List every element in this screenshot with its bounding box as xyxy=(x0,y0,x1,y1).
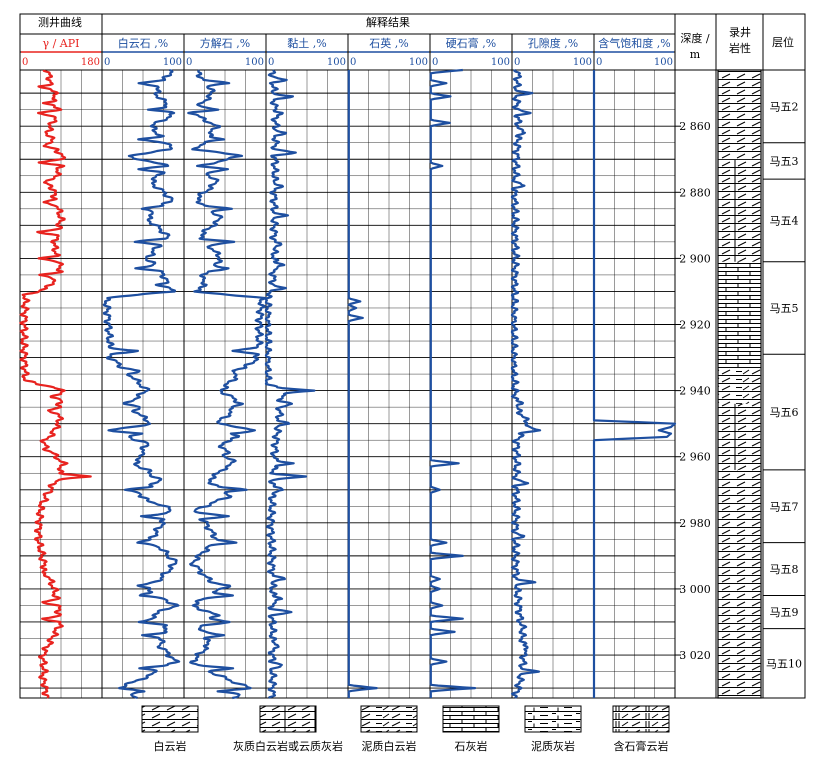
depth-tick-label: 2 880 xyxy=(679,186,711,199)
curve-clay xyxy=(264,69,316,699)
layer-label: 马五7 xyxy=(770,500,799,513)
curve-calcite xyxy=(187,69,267,700)
track-max-label: 100 xyxy=(327,57,346,68)
lithology-interval xyxy=(718,367,761,404)
track-max-label: 180 xyxy=(81,57,100,68)
track-min-label: 0 xyxy=(268,57,274,68)
depth-tick-label: 3 000 xyxy=(679,583,711,596)
lithology-interval xyxy=(718,469,761,698)
depth-tick-label: 2 940 xyxy=(679,385,711,398)
curve-gr xyxy=(19,69,92,699)
track-max-label: 100 xyxy=(573,57,592,68)
depth-tick-label: 2 900 xyxy=(679,252,711,265)
layer-column: 马五2 马五3 马五4 马五5 马五6 马五7 马五8 马五9 马五10 xyxy=(763,100,805,670)
lithology-interval xyxy=(718,159,761,262)
lithology-interval xyxy=(718,70,761,160)
layer-label: 马五10 xyxy=(766,657,802,670)
track-max-label: 100 xyxy=(409,57,428,68)
legend-swatch xyxy=(524,705,582,733)
lithology-interval xyxy=(718,261,761,368)
outer-border xyxy=(19,13,806,699)
track-max-label: 100 xyxy=(654,57,673,68)
track-min-label: 0 xyxy=(350,57,356,68)
lithology-legend: 白云岩 灰质白云岩或云质灰岩 泥质白云岩 石灰岩 泥质灰岩 含石膏云岩 xyxy=(141,705,670,753)
depth-tick-label: 2 980 xyxy=(679,517,711,530)
lithology-title-line1: 录井 xyxy=(729,25,751,39)
legend-swatch xyxy=(259,705,317,733)
track-min-label: 0 xyxy=(104,57,110,68)
track-label: γ / API xyxy=(43,37,80,50)
layer-label: 马五8 xyxy=(770,563,799,576)
legend-label: 石灰岩 xyxy=(455,739,488,753)
track-max-label: 100 xyxy=(245,57,264,68)
legend-label: 灰质白云岩或云质灰岩 xyxy=(233,739,343,753)
track-label: 方解石 ,% xyxy=(200,36,250,50)
depth-tick-label: 2 960 xyxy=(679,451,711,464)
lithology-title-line2: 岩性 xyxy=(729,41,751,55)
track-label: 硬石膏 ,% xyxy=(446,36,496,50)
legend-swatch xyxy=(442,705,500,733)
legend-label: 泥质白云岩 xyxy=(362,739,417,753)
layer-label: 马五9 xyxy=(770,606,799,619)
layer-label: 马五4 xyxy=(770,214,799,227)
legend-swatch xyxy=(360,705,418,733)
curve-anhydrite xyxy=(429,68,477,699)
legend-label: 白云岩 xyxy=(154,739,187,753)
track-max-label: 100 xyxy=(491,57,510,68)
lithology-interval xyxy=(718,403,761,470)
legend-swatch xyxy=(141,705,199,733)
legend-swatch xyxy=(612,705,670,733)
track-min-label: 0 xyxy=(432,57,438,68)
legend-label: 泥质灰岩 xyxy=(531,739,575,753)
layer-label: 马五5 xyxy=(770,302,799,315)
track-label: 含气饱和度 ,% xyxy=(598,36,670,50)
depth-tick-label: 3 020 xyxy=(679,649,711,662)
lithology-column xyxy=(717,69,762,699)
track-min-label: 0 xyxy=(186,57,192,68)
depth-axis: 2 860 2 880 2 900 2 920 2 940 2 960 2 980 3 000… xyxy=(675,120,711,662)
track-label: 孔隙度 ,% xyxy=(528,36,578,50)
track-max-label: 100 xyxy=(163,57,182,68)
depth-tick-label: 2 920 xyxy=(679,319,711,332)
curve-gas_saturation xyxy=(592,69,677,699)
depth-tick-label: 2 860 xyxy=(679,120,711,133)
layer-title: 层位 xyxy=(772,35,794,49)
curve-quartz xyxy=(347,69,378,699)
curve-dolomite xyxy=(102,68,181,700)
depth-title-line1: 深度 / xyxy=(680,31,709,45)
curve-porosity xyxy=(510,69,542,699)
layer-label: 马五6 xyxy=(770,406,799,419)
lithology-border xyxy=(717,69,762,699)
depth-title-line2: m xyxy=(690,48,701,61)
log-curves xyxy=(19,68,677,700)
log-curve-title: 测井曲线 xyxy=(38,15,82,29)
track-min-label: 0 xyxy=(514,57,520,68)
track-label: 白云石 ,% xyxy=(118,36,168,50)
layer-label: 马五2 xyxy=(770,100,799,113)
track-label: 石英 ,% xyxy=(369,36,408,50)
track-min-label: 0 xyxy=(22,57,28,68)
layer-label: 马五3 xyxy=(770,155,799,168)
track-label: 黏土 ,% xyxy=(287,36,326,50)
interpretation-title: 解释结果 xyxy=(366,15,410,29)
track-min-label: 0 xyxy=(596,57,602,68)
legend-label: 含石膏云岩 xyxy=(614,739,669,753)
